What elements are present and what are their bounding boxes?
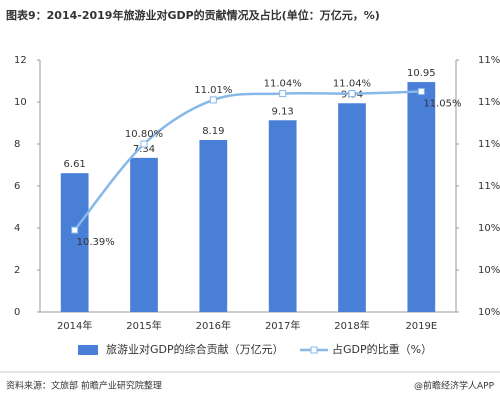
bar bbox=[199, 140, 228, 312]
legend-swatch bbox=[78, 345, 98, 355]
bar bbox=[268, 120, 297, 313]
legend-label: 旅游业对GDP的综合贡献（万亿元） bbox=[106, 342, 284, 356]
y2-tick-label: 11% bbox=[478, 55, 500, 66]
source: 资料来源：文旅部 前瞻产业研究院整理 bbox=[6, 380, 162, 392]
line-label: 11.05% bbox=[423, 99, 461, 110]
legend-swatch bbox=[310, 346, 318, 354]
bar-label: 9.13 bbox=[272, 106, 294, 117]
bar bbox=[60, 173, 89, 312]
bar bbox=[130, 157, 158, 312]
y-tick-label: 4 bbox=[14, 223, 20, 234]
y-tick-label: 8 bbox=[14, 139, 20, 150]
y2-tick-label: 10% bbox=[478, 223, 500, 234]
x-tick-label: 2016年 bbox=[196, 319, 231, 332]
bar bbox=[407, 82, 436, 312]
y2-tick-label: 11% bbox=[478, 139, 500, 150]
line-label: 10.80% bbox=[125, 129, 163, 140]
y2-tick-label: 11% bbox=[478, 181, 500, 192]
bar-label: 10.95 bbox=[407, 68, 436, 79]
y-tick-label: 12 bbox=[14, 55, 27, 66]
y-tick-label: 0 bbox=[14, 307, 20, 318]
y-tick-label: 10 bbox=[14, 97, 27, 108]
chart-title: 图表9：2014-2019年旅游业对GDP的贡献情况及占比(单位：万亿元，%) bbox=[6, 8, 380, 22]
y2-tick-label: 10% bbox=[478, 265, 500, 276]
line-marker bbox=[417, 88, 425, 95]
line-label: 11.01% bbox=[194, 85, 232, 96]
x-tick-label: 2017年 bbox=[265, 319, 300, 332]
line-marker bbox=[140, 140, 148, 148]
line-label: 11.04% bbox=[264, 79, 302, 90]
bar bbox=[338, 103, 366, 312]
line-marker bbox=[209, 96, 217, 104]
line-marker bbox=[348, 90, 356, 98]
legend-label: 占GDP的比重（%） bbox=[332, 342, 432, 356]
bar-label: 6.61 bbox=[64, 159, 86, 170]
y-tick-label: 6 bbox=[14, 181, 20, 192]
y-tick-label: 2 bbox=[14, 265, 20, 276]
x-tick-label: 2014年 bbox=[57, 319, 92, 332]
line-marker bbox=[279, 90, 287, 98]
line-label: 11.04% bbox=[333, 79, 371, 90]
line-marker bbox=[71, 226, 79, 234]
bar-label: 7.34 bbox=[133, 144, 155, 155]
y2-tick-label: 10% bbox=[478, 307, 500, 318]
y2-tick-label: 11% bbox=[478, 97, 500, 108]
credit: @前瞻经济学人APP bbox=[414, 380, 495, 392]
x-tick-label: 2015年 bbox=[126, 319, 161, 332]
x-tick-label: 2018年 bbox=[334, 319, 369, 332]
line-label: 10.39% bbox=[77, 237, 115, 248]
x-tick-label: 2019E bbox=[405, 321, 437, 332]
bar-label: 8.19 bbox=[202, 126, 224, 137]
